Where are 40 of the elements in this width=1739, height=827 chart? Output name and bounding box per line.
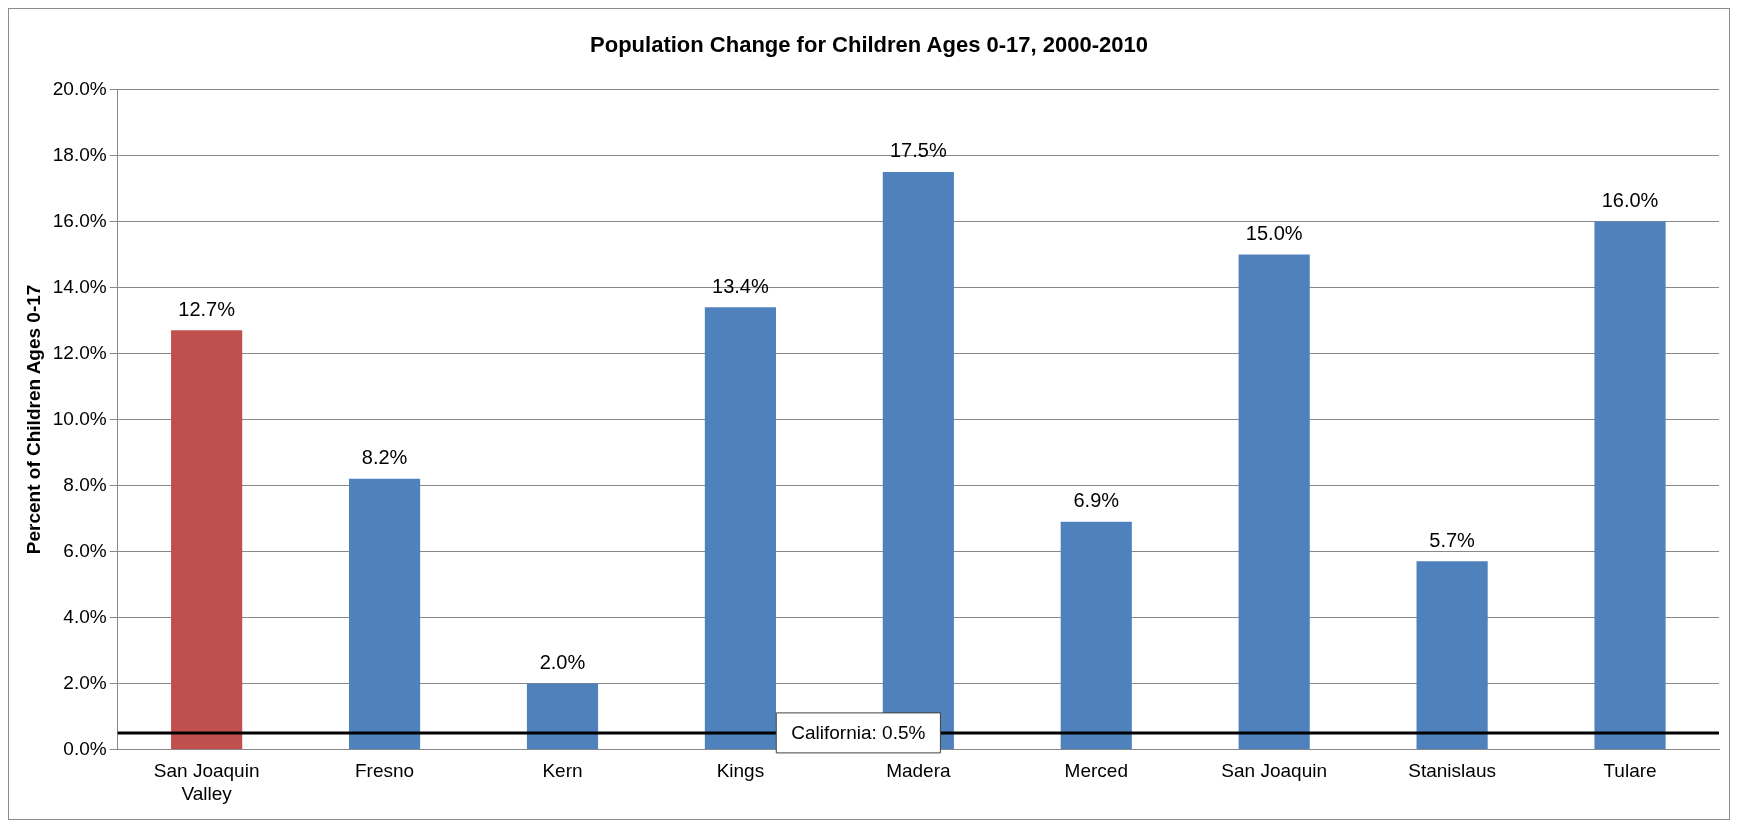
y-tick-label: 18.0% <box>52 143 107 165</box>
y-axis-title: Percent of Children Ages 0-17 <box>22 284 44 555</box>
bar <box>171 330 243 749</box>
data-label: 2.0% <box>539 650 586 673</box>
bar <box>348 478 421 749</box>
bar <box>1594 221 1666 749</box>
y-tick-label: 2.0% <box>63 671 107 693</box>
y-tick-label: 0.0% <box>63 737 107 759</box>
y-tick-label: 14.0% <box>52 275 107 297</box>
x-tick-label: Madera <box>886 760 951 782</box>
data-label: 8.2% <box>361 446 408 469</box>
x-tick-label: Kern <box>542 760 583 782</box>
bar <box>526 683 599 749</box>
data-label: 16.0% <box>1601 188 1659 211</box>
y-tick-label: 10.0% <box>52 407 107 429</box>
y-tick-label: 4.0% <box>63 605 107 627</box>
bar <box>1060 521 1132 749</box>
data-label: 13.4% <box>712 274 769 297</box>
data-label: 6.9% <box>1073 489 1120 512</box>
bar <box>1238 254 1310 749</box>
y-tick-label: 6.0% <box>63 539 107 561</box>
x-tick-label: Tulare <box>1603 760 1657 782</box>
data-label: 17.5% <box>889 139 947 162</box>
data-label: 5.7% <box>1429 528 1476 551</box>
y-tick-label: 20.0% <box>52 77 107 99</box>
data-label: 12.7% <box>178 297 236 320</box>
x-tick-label: Kings <box>716 760 765 782</box>
bar <box>1416 561 1488 749</box>
y-tick-label: 16.0% <box>52 209 107 231</box>
x-tick-label: San Joaquin <box>1221 760 1328 782</box>
x-tick-label: San Joaquin Valley <box>153 760 260 804</box>
y-tick-label: 8.0% <box>63 473 107 495</box>
ref-line-label: California: 0.5% <box>791 722 926 744</box>
x-tick-label: Merced <box>1064 760 1128 782</box>
data-label: 15.0% <box>1245 221 1303 244</box>
bar <box>704 307 776 749</box>
chart-title: Population Change for Children Ages 0-17, 2000-2010 <box>590 32 1148 58</box>
y-tick-label: 12.0% <box>52 341 107 363</box>
x-tick-label: Stanislaus <box>1408 760 1496 782</box>
x-tick-label: Fresno <box>354 760 415 782</box>
